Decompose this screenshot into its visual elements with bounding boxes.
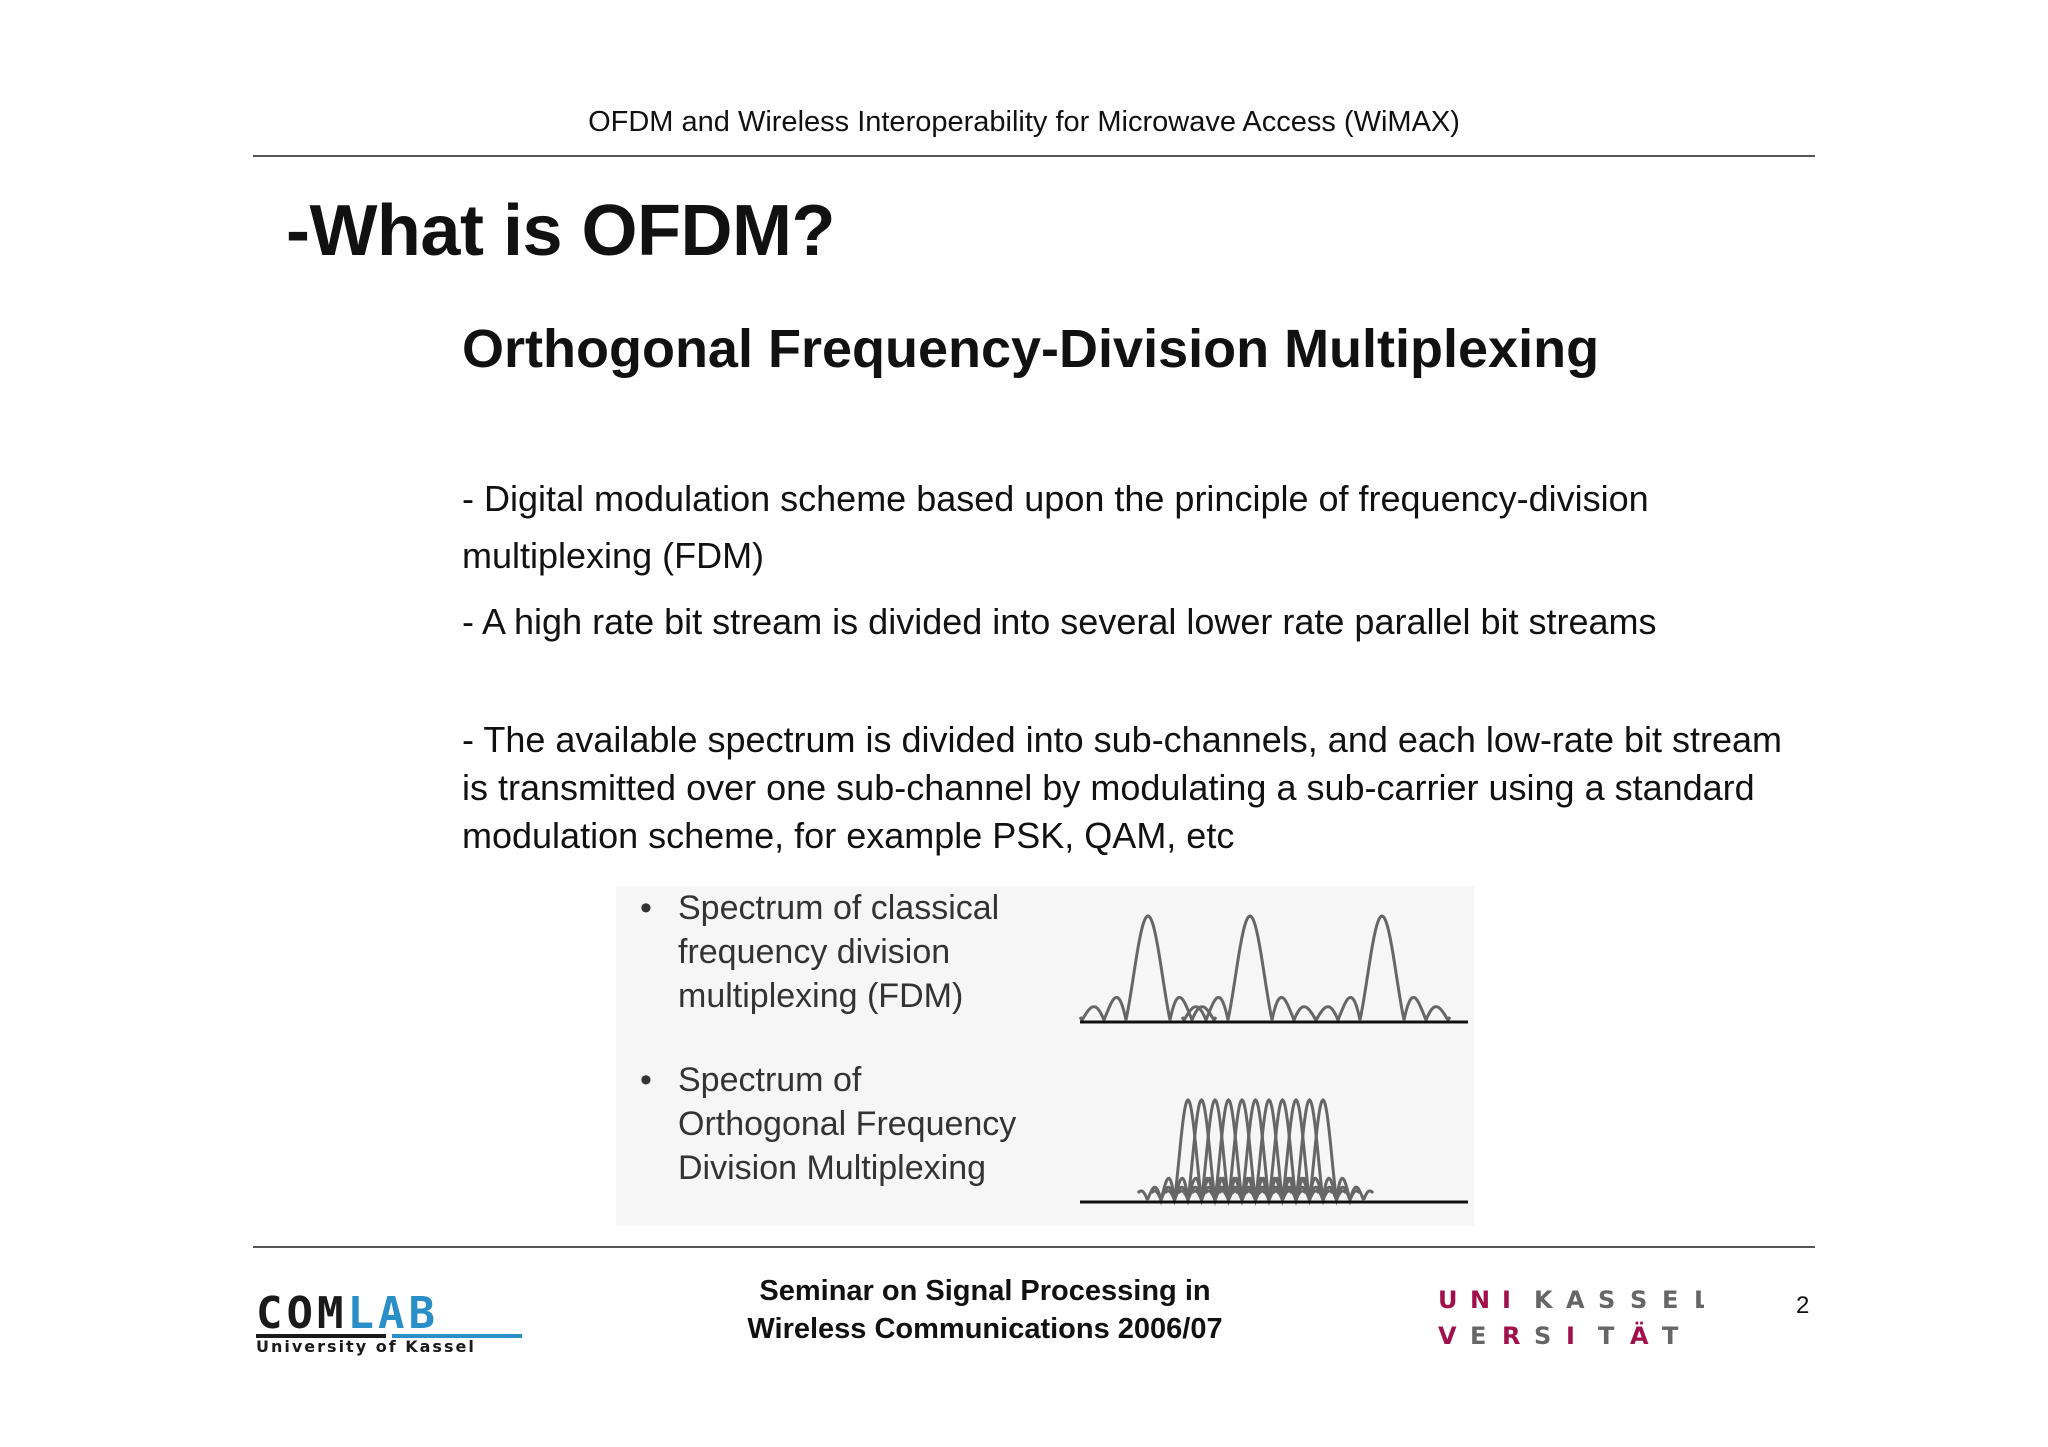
- body-paragraph-3: - The available spectrum is divided into…: [462, 719, 1783, 856]
- uni-kassel-logo-letter: E: [1470, 1322, 1486, 1350]
- comlab-logo-tagline: University of Kassel: [256, 1337, 476, 1356]
- fdm-carrier-curve: [1180, 914, 1320, 1024]
- uni-kassel-logo-letter: L: [1694, 1286, 1704, 1314]
- figure-item-label: Spectrum of Orthogonal Frequency Divisio…: [678, 1061, 1017, 1187]
- uni-kassel-logo-letter: E: [1662, 1286, 1678, 1314]
- ofdm-carrier-curve: [1244, 1097, 1348, 1206]
- footer-divider: [253, 1246, 1815, 1248]
- bullet-icon: •: [640, 889, 652, 927]
- comlab-logo: COMLAB University of Kassel: [256, 1288, 522, 1356]
- comlab-logo-underline: [392, 1334, 522, 1338]
- running-header: OFDM and Wireless Interoperability for M…: [588, 106, 1460, 138]
- body-paragraph-1: - Digital modulation scheme based upon t…: [462, 478, 1649, 576]
- fdm-spectrum-plot: [1078, 914, 1452, 1024]
- uni-kassel-logo-letter: V: [1438, 1322, 1457, 1350]
- bullet-icon: •: [640, 1061, 652, 1099]
- spectrum-figure: • Spectrum of classical frequency divisi…: [616, 886, 1474, 1226]
- comlab-logo-underline-dark: [256, 1334, 386, 1338]
- uni-kassel-logo-letter: S: [1534, 1322, 1551, 1350]
- spectrum-plots: [1078, 914, 1468, 1206]
- uni-kassel-logo-letter: S: [1630, 1286, 1647, 1314]
- ofdm-spectrum-plot: [1136, 1097, 1375, 1206]
- uni-kassel-logo-letter: T: [1598, 1322, 1615, 1350]
- uni-kassel-logo-letter: I: [1502, 1286, 1511, 1314]
- footer-seminar-title: Seminar on Signal Processing in Wireless…: [747, 1275, 1223, 1345]
- slide-title: -What is OFDM?: [286, 191, 835, 271]
- uni-kassel-logo-letter: I: [1566, 1322, 1575, 1350]
- uni-kassel-logo-letter: A: [1566, 1286, 1585, 1314]
- slide-subtitle: Orthogonal Frequency-Division Multiplexi…: [462, 319, 1600, 379]
- uni-kassel-logo-letter: K: [1534, 1286, 1554, 1314]
- uni-kassel-logo-letter: R: [1502, 1322, 1520, 1350]
- header-divider: [253, 155, 1815, 157]
- ofdm-carrier-curve: [1231, 1097, 1334, 1206]
- fdm-carrier-curve: [1312, 914, 1452, 1024]
- page-number: 2: [1796, 1292, 1810, 1319]
- body-paragraph-2: - A high rate bit stream is divided into…: [462, 601, 1657, 642]
- figure-item-label: Spectrum of classical frequency division…: [678, 889, 1000, 1015]
- uni-kassel-logo-letter: U: [1438, 1286, 1458, 1314]
- uni-kassel-logo-letter: Ä: [1630, 1321, 1649, 1350]
- uni-kassel-logo-letter: S: [1598, 1286, 1615, 1314]
- ofdm-carrier-curve: [1217, 1097, 1321, 1206]
- uni-kassel-logo-letter: T: [1662, 1322, 1679, 1350]
- comlab-logo-word: COMLAB: [256, 1288, 439, 1339]
- ofdm-carrier-curve: [1258, 1097, 1361, 1206]
- fdm-carrier-curve: [1078, 914, 1218, 1024]
- ofdm-carrier-curve: [1271, 1097, 1375, 1206]
- uni-kassel-logo-letter: N: [1470, 1286, 1490, 1314]
